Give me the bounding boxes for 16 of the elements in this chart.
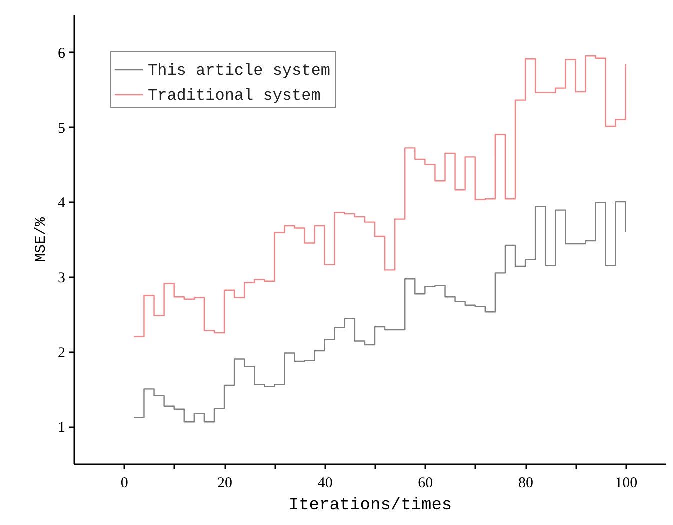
x-tick-label: 80 <box>518 476 534 492</box>
y-tick-label: 4 <box>58 196 66 212</box>
y-axis-title: MSE/% <box>33 216 50 263</box>
y-tick-label: 5 <box>58 120 66 137</box>
y-tick-label: 2 <box>58 345 66 362</box>
x-tick-label: 0 <box>120 476 128 492</box>
x-tick-label: 40 <box>318 476 333 492</box>
y-tick-label: 1 <box>58 420 66 436</box>
legend-label: This article system <box>148 62 330 80</box>
y-tick-label: 6 <box>58 46 66 62</box>
x-tick-label: 20 <box>218 476 233 492</box>
x-axis-title: Iterations/times <box>288 496 452 516</box>
x-tick-label: 100 <box>615 476 638 492</box>
legend-label: Traditional system <box>148 87 321 105</box>
x-tick-label: 60 <box>418 476 434 492</box>
y-tick-label: 3 <box>58 270 66 286</box>
